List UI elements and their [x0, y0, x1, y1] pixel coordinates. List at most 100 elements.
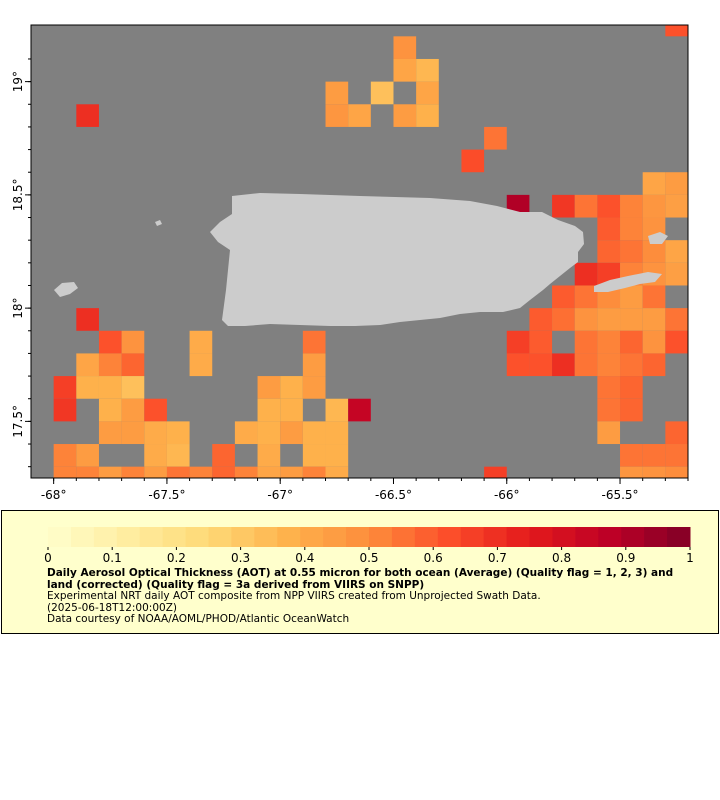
aot-cell	[280, 376, 303, 399]
aot-cell	[529, 353, 553, 377]
aot-cell	[597, 398, 621, 422]
legend-date: (2025-06-18T12:00:00Z)	[47, 601, 177, 614]
aot-cell	[348, 398, 371, 422]
aot-cell	[597, 330, 621, 354]
aot-cell	[416, 104, 439, 127]
colorbar-segment	[70, 527, 95, 547]
colorbar-segment	[483, 527, 508, 547]
aot-cell	[620, 466, 643, 478]
colorbar-tick-label: 0.4	[295, 551, 314, 565]
aot-cell	[620, 194, 643, 218]
mona-land	[54, 282, 78, 297]
colorbar-segment	[254, 527, 278, 547]
y-tick-label: 17.5°	[11, 405, 25, 438]
culebra-vieques-land	[594, 272, 662, 292]
aot-cell	[597, 376, 621, 399]
aot-cell	[325, 466, 349, 478]
x-axis: -68° -67.5° -67° -66.5° -66° -65.5°	[41, 478, 689, 502]
aot-cell	[53, 398, 77, 422]
colorbar-segment	[346, 527, 370, 547]
aot-cell	[257, 421, 281, 445]
aot-cell	[121, 330, 145, 354]
legend-panel: 0 0.1 0.2 0.3 0.4 0.5 0.6 0.7 0.8 0.9 1	[1, 510, 719, 634]
aot-cell	[370, 81, 394, 105]
colorbar-segment	[529, 527, 553, 547]
aot-cell	[189, 330, 213, 354]
aot-cell	[620, 444, 643, 467]
colorbar-segment	[667, 527, 691, 547]
culebra-land	[648, 232, 668, 244]
aot-cell	[302, 444, 326, 467]
aot-cell	[121, 376, 145, 399]
aot-cell	[665, 466, 688, 478]
aot-cell	[76, 104, 99, 127]
colorbar-tick-label: 0.6	[424, 551, 443, 565]
aot-cell	[257, 398, 281, 422]
aot-cell	[416, 58, 439, 82]
aot-cell	[166, 444, 190, 467]
aot-cell	[76, 353, 99, 377]
aot-cell	[98, 466, 122, 478]
aot-cell	[302, 330, 326, 354]
colorbar-segment	[460, 527, 485, 547]
aot-cell	[642, 353, 666, 377]
aot-cell	[642, 466, 666, 478]
aot-cell	[257, 466, 281, 478]
aot-cell	[665, 240, 688, 263]
aot-cell	[552, 353, 575, 377]
colorbar-segment	[621, 527, 645, 547]
colorbar-segment	[506, 527, 530, 547]
aot-cell	[76, 376, 99, 399]
aot-cell	[642, 172, 666, 195]
colorbar-tick-label: 0.7	[488, 551, 507, 565]
aot-cell	[212, 444, 235, 467]
aot-cell	[529, 330, 553, 354]
colorbar-segment	[208, 527, 232, 547]
colorbar-segment	[323, 527, 347, 547]
aot-cell	[212, 466, 235, 478]
aot-cell	[620, 330, 643, 354]
aot-cell	[234, 421, 258, 445]
aot-cell	[620, 353, 643, 377]
aot-cell	[98, 376, 122, 399]
colorbar-tick-label: 0.1	[103, 551, 122, 565]
colorbar-segment	[231, 527, 255, 547]
colorbar-segment	[414, 527, 439, 547]
aot-cell	[597, 217, 621, 241]
colorbar-tick-label: 0	[44, 551, 52, 565]
aot-cell	[280, 466, 303, 478]
aot-cell	[393, 58, 417, 82]
colorbar-segment	[162, 527, 187, 547]
x-tick-label: -66.5°	[375, 488, 412, 502]
x-tick-label: -67.5°	[148, 488, 185, 502]
aot-cell	[574, 194, 598, 218]
aot-cell	[325, 104, 349, 127]
colorbar-segment	[48, 527, 72, 547]
y-tick-label: 18.5°	[11, 179, 25, 212]
aot-cell	[642, 444, 666, 467]
aot-cell	[665, 194, 688, 218]
aot-cell	[597, 353, 621, 377]
aot-cell	[166, 466, 190, 478]
aot-cell	[574, 353, 598, 377]
aot-cell	[144, 444, 167, 467]
aot-cell	[302, 376, 326, 399]
aot-cell	[484, 126, 507, 150]
aot-cell	[98, 398, 122, 422]
aot-cell	[620, 398, 643, 422]
aot-cell	[98, 353, 122, 377]
aot-cell	[121, 466, 145, 478]
aot-cell	[144, 398, 167, 422]
aot-cell	[574, 330, 598, 354]
aot-cell	[280, 421, 303, 445]
colorbar-tick-label: 0.9	[616, 551, 635, 565]
aot-cell	[665, 308, 688, 331]
aot-cell	[53, 466, 77, 478]
aot-cell	[144, 421, 167, 445]
aot-cell	[461, 149, 485, 173]
puerto-rico-land	[210, 193, 584, 326]
aot-cell	[189, 353, 213, 377]
colorbar-segment	[598, 527, 622, 547]
colorbar-cells	[48, 527, 691, 547]
aot-cell	[620, 285, 643, 309]
